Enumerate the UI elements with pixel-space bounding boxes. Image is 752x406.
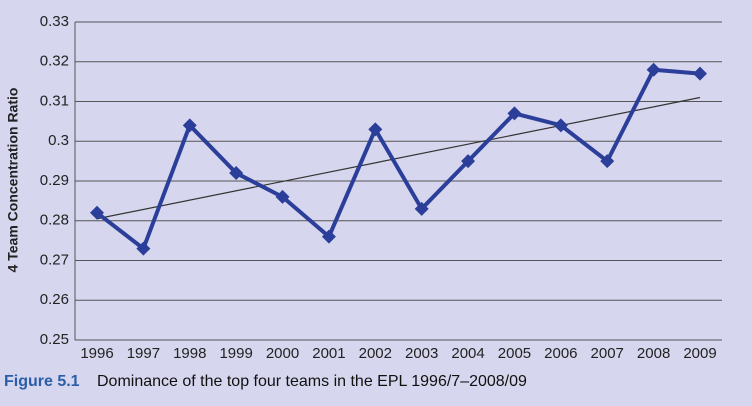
x-tick-label: 2008 xyxy=(637,345,670,362)
y-tick-label: 0.28 xyxy=(40,212,69,229)
x-tick-label: 1996 xyxy=(80,345,113,362)
y-tick-label: 0.29 xyxy=(40,172,69,189)
data-point xyxy=(90,205,104,220)
data-point xyxy=(414,201,429,216)
data-point xyxy=(600,154,615,169)
data-point xyxy=(182,118,197,133)
data-point xyxy=(646,62,661,77)
x-tick-label: 2003 xyxy=(405,345,438,362)
y-tick-label: 0.3 xyxy=(48,132,69,149)
y-tick-label: 0.27 xyxy=(40,251,69,268)
data-point xyxy=(275,189,290,204)
y-tick-label: 0.33 xyxy=(40,13,69,30)
data-point xyxy=(507,106,522,121)
x-tick-label: 2009 xyxy=(683,345,716,362)
caption-label: Figure 5.1 xyxy=(4,373,80,390)
data-point xyxy=(693,66,707,81)
x-tick-label: 1999 xyxy=(219,345,252,362)
y-tick-label: 0.32 xyxy=(40,53,69,70)
y-tick-label: 0.26 xyxy=(40,291,69,308)
x-tick-label: 2004 xyxy=(451,345,484,362)
y-tick-label: 0.25 xyxy=(40,331,69,348)
data-line xyxy=(95,67,701,251)
y-tick-label: 0.31 xyxy=(40,92,69,109)
x-tick-label: 2002 xyxy=(359,345,392,362)
x-tick-label: 2007 xyxy=(591,345,624,362)
data-point xyxy=(368,122,383,137)
data-point xyxy=(321,229,336,244)
data-point xyxy=(461,154,476,169)
y-axis-label: 4 Team Concentration Ratio xyxy=(5,88,21,273)
x-tick-label: 2005 xyxy=(498,345,531,362)
x-tick-label: 2006 xyxy=(544,345,577,362)
trend-line xyxy=(96,96,701,220)
x-tick-label: 1998 xyxy=(173,345,206,362)
x-tick-label: 2001 xyxy=(312,345,345,362)
data-point xyxy=(553,118,568,133)
data-point xyxy=(229,166,244,181)
x-tick-label: 1997 xyxy=(127,345,160,362)
x-tick-label: 2000 xyxy=(266,345,299,362)
data-point xyxy=(136,241,151,256)
caption-text: Dominance of the top four teams in the E… xyxy=(97,373,527,390)
